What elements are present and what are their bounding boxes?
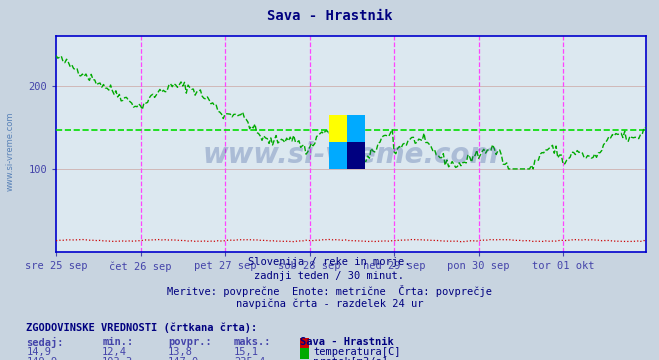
Text: 15,1: 15,1 [234, 347, 259, 357]
Text: 14,9: 14,9 [26, 347, 51, 357]
Text: Sava - Hrastnik: Sava - Hrastnik [267, 9, 392, 23]
Text: navpična črta - razdelek 24 ur: navpična črta - razdelek 24 ur [236, 298, 423, 309]
Text: temperatura[C]: temperatura[C] [313, 347, 401, 357]
Text: povpr.:: povpr.: [168, 337, 212, 347]
Text: zadnji teden / 30 minut.: zadnji teden / 30 minut. [254, 271, 405, 281]
Text: 149,9: 149,9 [26, 357, 57, 360]
Text: Slovenija / reke in morje.: Slovenija / reke in morje. [248, 257, 411, 267]
Text: Meritve: povprečne  Enote: metrične  Črta: povprečje: Meritve: povprečne Enote: metrične Črta:… [167, 285, 492, 297]
Text: min.:: min.: [102, 337, 133, 347]
Text: 12,4: 12,4 [102, 347, 127, 357]
Bar [347, 142, 365, 169]
Text: www.si-vreme.com: www.si-vreme.com [203, 141, 499, 169]
Text: 13,8: 13,8 [168, 347, 193, 357]
Text: 147,0: 147,0 [168, 357, 199, 360]
Text: www.si-vreme.com: www.si-vreme.com [5, 112, 14, 191]
Bar [347, 115, 365, 142]
Text: 235,4: 235,4 [234, 357, 265, 360]
Bar [329, 115, 347, 142]
Text: pretok[m3/s]: pretok[m3/s] [313, 357, 388, 360]
Text: ZGODOVINSKE VREDNOSTI (črtkana črta):: ZGODOVINSKE VREDNOSTI (črtkana črta): [26, 322, 258, 333]
Text: maks.:: maks.: [234, 337, 272, 347]
Text: Sava - Hrastnik: Sava - Hrastnik [300, 337, 393, 347]
Text: sedaj:: sedaj: [26, 337, 64, 348]
Bar [329, 142, 347, 169]
Text: 103,3: 103,3 [102, 357, 133, 360]
